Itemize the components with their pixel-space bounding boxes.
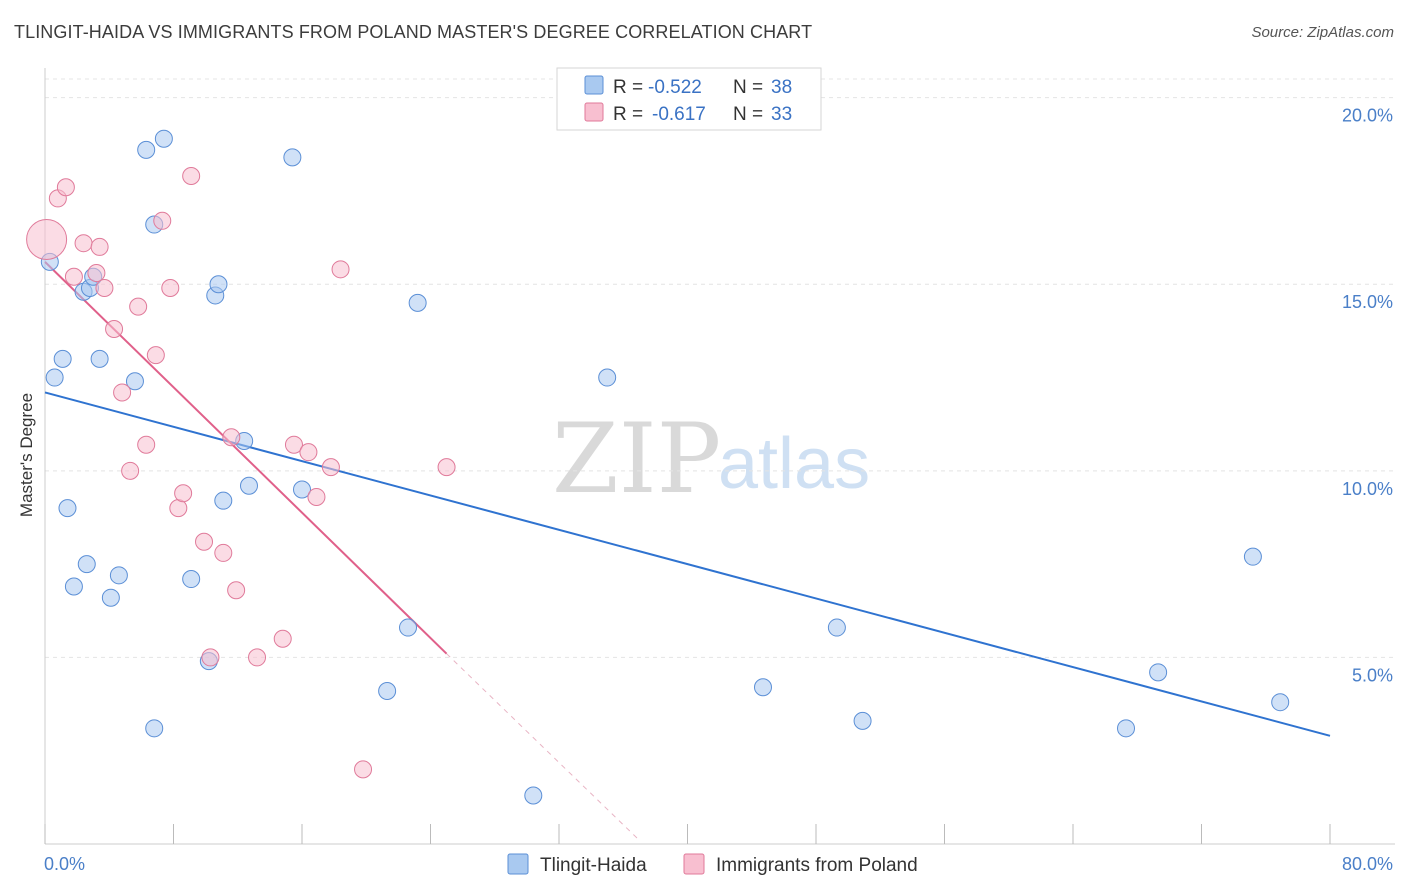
data-point-tlingit [378,682,397,700]
correlation-legend: R = -0.522 N = 38 R = -0.617 N = 33 [556,67,822,131]
data-point-poland [201,648,220,667]
legend-r-value-2: -0.617 [652,104,706,125]
data-point-poland [284,435,303,454]
trend-extension-1 [446,653,640,841]
data-point-tlingit [45,368,64,387]
source-label: Source: ZipAtlas.com [1251,24,1394,41]
data-point-poland [121,461,140,480]
legend-r-label-1: R = [613,77,643,98]
y-tick-labels: 5.0% 10.0% 15.0% 20.0% [1342,106,1393,686]
data-point-tlingit [209,275,228,294]
data-point-poland [437,458,456,477]
data-point-poland [90,237,109,256]
y-tick-label: 10.0% [1342,479,1393,499]
y-tick-label: 5.0% [1352,665,1393,685]
data-point-poland [95,278,114,297]
y-tick-label: 15.0% [1342,292,1393,312]
data-point-poland [129,297,148,316]
data-point-tlingit [101,588,120,607]
trend-line-0 [44,391,1331,737]
data-point-tlingit [399,618,418,637]
gridlines [45,78,1395,658]
data-point-tlingit [53,349,72,368]
legend-swatch-tlingit [584,75,604,95]
data-point-poland [113,383,132,402]
data-point-poland [354,760,373,779]
data-point-tlingit [293,480,311,499]
watermark-zip: ZIP [552,403,721,515]
data-point-tlingit [853,711,872,730]
data-point-tlingit [109,566,128,585]
data-point-poland [105,320,124,339]
data-point-tlingit [283,148,302,167]
legend-n-label-2: N = [733,104,763,125]
data-point-tlingit [524,786,543,805]
data-point-tlingit [125,372,144,391]
data-point-tlingit [1243,547,1262,566]
axes [44,68,1395,845]
data-point-tlingit [182,570,201,589]
data-point-poland [182,167,201,186]
data-point-poland [26,218,68,260]
data-point-poland [307,487,326,506]
data-point-tlingit [598,368,617,387]
x-tick-label-max: 80.0% [1342,854,1393,874]
data-point-tlingit [753,678,772,697]
data-point-poland [214,543,233,562]
legend-n-value-2: 33 [771,104,792,125]
data-point-tlingit [239,476,258,495]
y-tick-label: 20.0% [1342,106,1393,126]
trend-lines [44,261,1331,841]
legend-r-label-2: R = [613,104,643,125]
data-point-poland [299,443,318,462]
data-point-poland [273,629,292,648]
data-point-tlingit [137,140,156,159]
data-point-tlingit [1117,719,1136,738]
legend-swatch-poland [584,102,604,122]
x-tick-label-min: 0.0% [44,854,85,874]
watermark-atlas: atlas [718,424,870,504]
data-point-poland [321,458,340,477]
data-point-tlingit [145,719,164,738]
data-point-poland [222,428,241,447]
data-point-poland [195,532,214,551]
data-point-poland [74,234,93,253]
data-point-poland [64,267,83,286]
legend-n-label-1: N = [733,77,763,98]
data-point-poland [153,211,172,230]
data-point-tlingit [154,129,173,148]
data-point-poland [146,346,165,365]
legend-n-value-1: 38 [771,77,792,98]
series-label-poland: Immigrants from Poland [716,855,918,876]
data-point-tlingit [1149,663,1168,682]
chart-title: TLINGIT-HAIDA VS IMMIGRANTS FROM POLAND … [14,22,813,42]
data-point-poland [169,499,188,518]
data-point-tlingit [1271,693,1290,712]
data-points [26,129,1290,805]
data-point-tlingit [408,293,427,312]
series-legend: Tlingit-Haida Immigrants from Poland [507,853,918,876]
series-label-tlingit: Tlingit-Haida [540,855,647,876]
data-point-poland [87,264,106,283]
series-swatch-poland [683,853,705,875]
series-swatch-tlingit [507,853,529,875]
data-point-tlingit [77,555,96,574]
data-point-poland [161,278,180,297]
y-axis-title: Master's Degree [17,393,36,517]
data-point-tlingit [64,577,83,596]
data-point-tlingit [90,349,109,368]
data-point-tlingit [58,499,77,518]
legend-r-value-1: -0.522 [648,77,702,98]
data-point-poland [137,435,156,454]
data-point-poland [56,178,75,197]
data-point-poland [331,260,350,279]
data-point-tlingit [827,618,846,637]
data-point-poland [174,484,193,503]
data-point-poland [248,648,267,667]
data-point-tlingit [214,491,233,510]
data-point-poland [227,581,246,600]
